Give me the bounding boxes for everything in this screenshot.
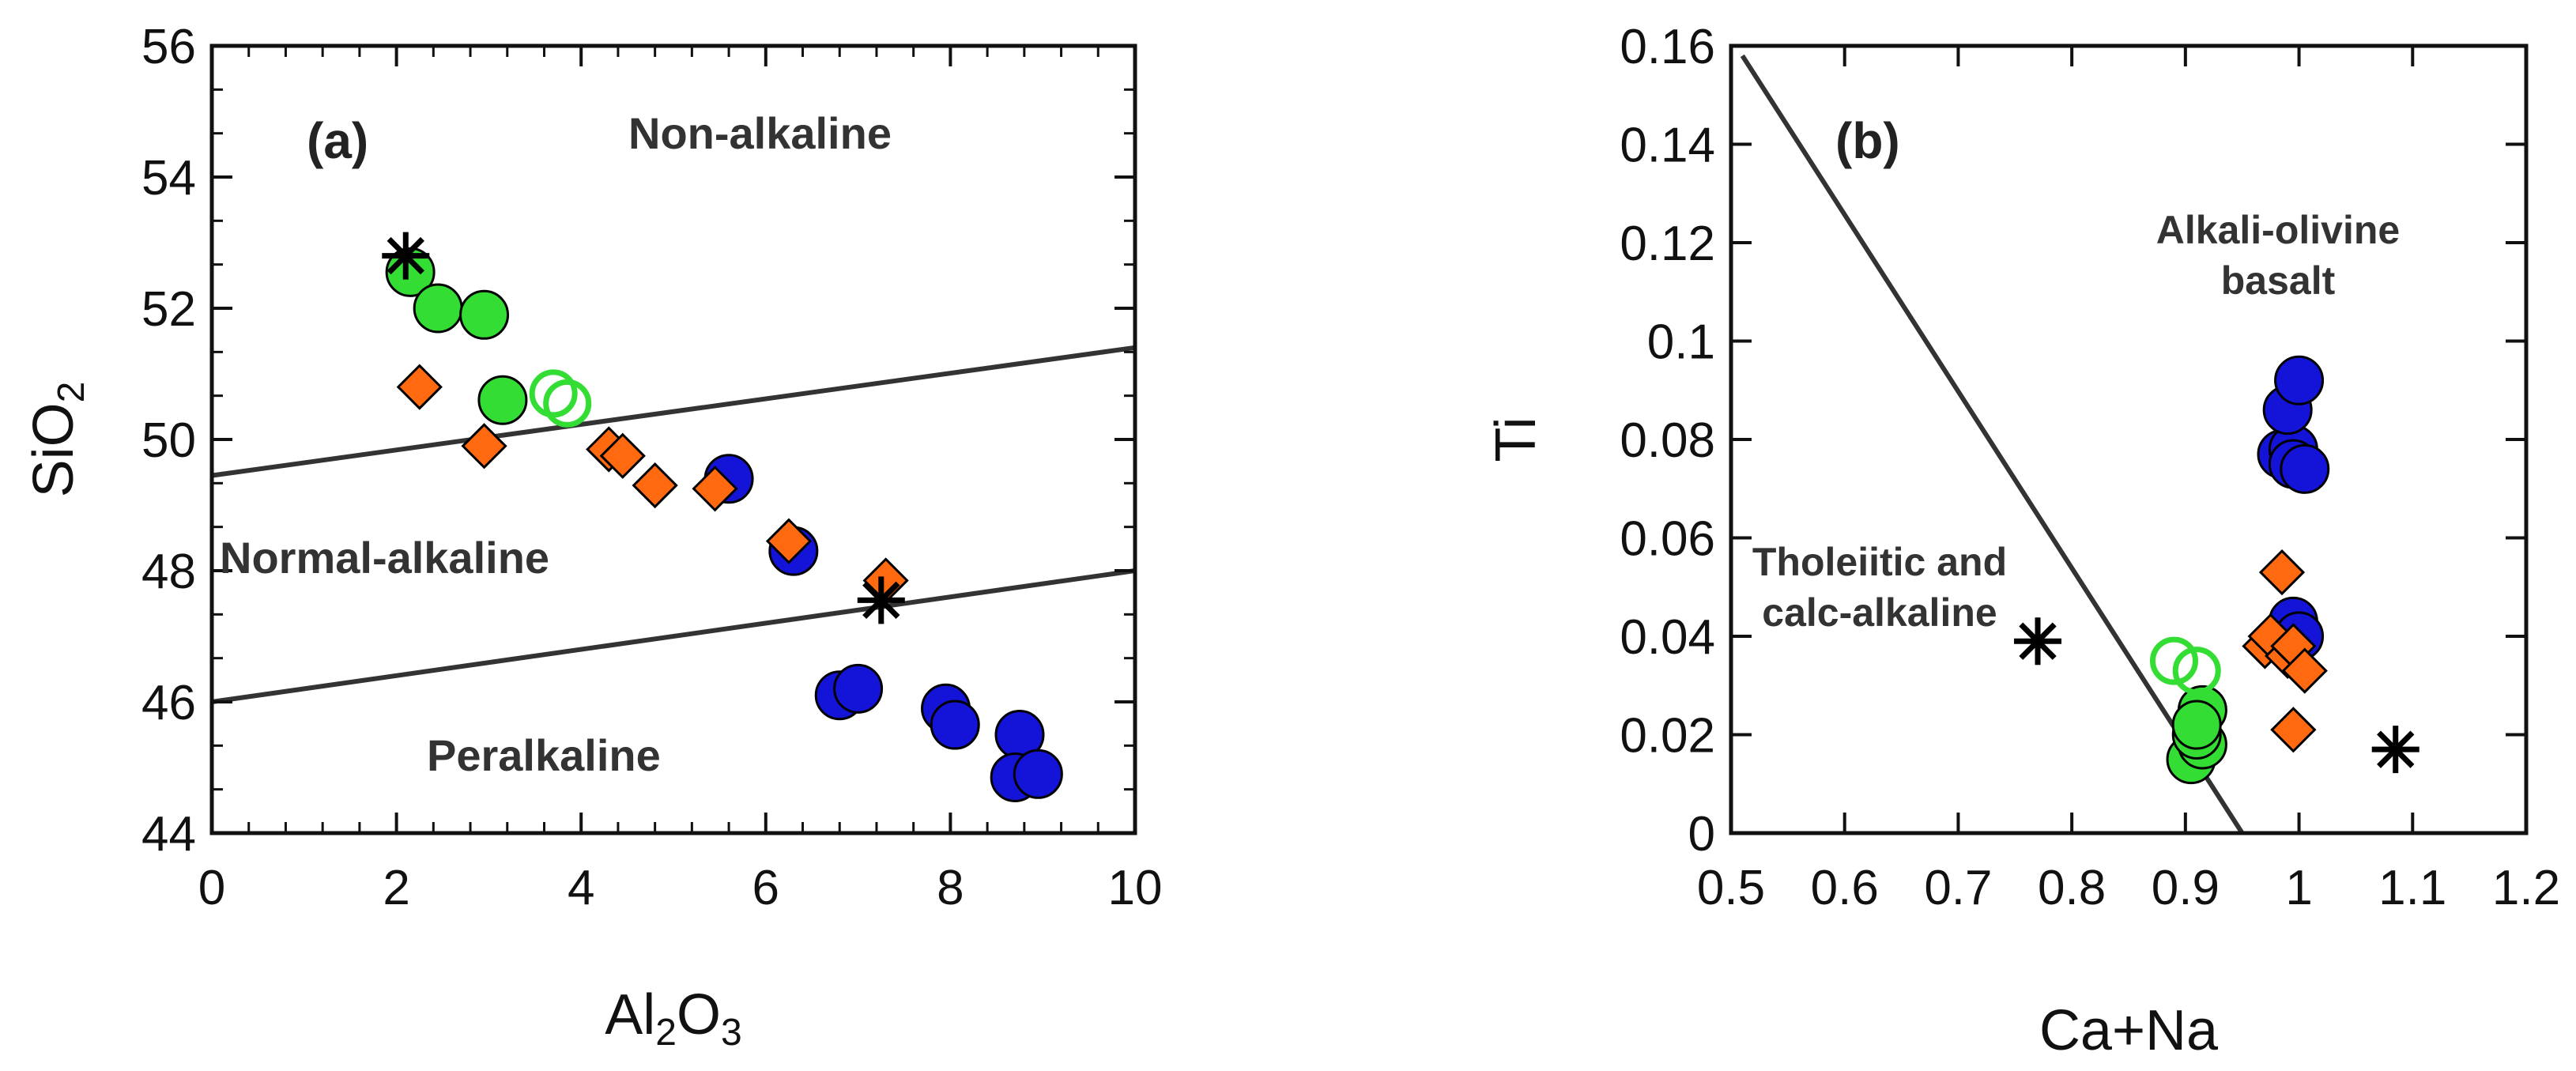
panel-b-point-star-stroke bbox=[2377, 730, 2415, 768]
region-label-normal-alkaline: Normal-alkaline bbox=[220, 533, 549, 583]
panel-b-x-tick-label: 0.5 bbox=[1697, 861, 1765, 915]
panel-a-point-blue bbox=[833, 663, 884, 714]
panel-b-point-orange bbox=[2258, 549, 2306, 596]
panel-b-point-green bbox=[2171, 700, 2222, 750]
panel-b-x-tick-label: 0.8 bbox=[2038, 861, 2106, 915]
panel-a-x-tick-label: 2 bbox=[383, 861, 409, 915]
panel-a-x-tick-label: 8 bbox=[937, 861, 964, 915]
panel-a-point-green-open bbox=[543, 379, 592, 428]
panel-b-y-tick-label: 0.02 bbox=[1620, 709, 1715, 764]
panel-b-point-green-open bbox=[2172, 647, 2221, 696]
panel-b-x-tick-label: 1.1 bbox=[2378, 861, 2446, 915]
panel-a-point-orange bbox=[765, 518, 813, 564]
panel-b-x-tick-label: 0.6 bbox=[1811, 861, 1879, 915]
panel-a-boundary-line bbox=[211, 568, 1136, 704]
panel-b-x-tick-label: 1.2 bbox=[2492, 861, 2560, 915]
panel-a-label: (a) bbox=[307, 112, 368, 169]
panel-a-x-tick-label: 10 bbox=[1108, 861, 1163, 915]
panel-a-y-axis-label: SiO2 bbox=[22, 382, 92, 498]
panel-a-x-tick-label: 0 bbox=[198, 861, 225, 915]
panel-a-boundary-line bbox=[211, 345, 1136, 478]
panel-b-y-tick-label: 0.12 bbox=[1620, 217, 1715, 271]
panel-b-boundary-line bbox=[1740, 54, 2245, 835]
panel-a-y-tick-label: 56 bbox=[141, 20, 196, 74]
panel-b-point-green-open bbox=[2149, 636, 2198, 685]
region-label-calc-alkaline: calc-alkaline bbox=[1762, 590, 1997, 635]
panel-a-point-green bbox=[477, 375, 528, 425]
panel-a-point-blue bbox=[1013, 749, 1063, 799]
panel-b-y-tick-label: 0.1 bbox=[1647, 315, 1715, 370]
panel-b-x-tick-label: 0.7 bbox=[1924, 861, 1992, 915]
panel-a-point-orange bbox=[599, 432, 646, 479]
panel-a-point-green-open bbox=[529, 369, 578, 418]
panel-a-point-star bbox=[857, 576, 905, 624]
region-label-non-alkaline: Non-alkaline bbox=[628, 108, 892, 158]
panel-a-point-green bbox=[413, 283, 463, 334]
panel-b-y-tick-label: 0.06 bbox=[1620, 512, 1715, 567]
panel-a-point-green bbox=[459, 289, 510, 340]
panel-b-point-orange bbox=[2270, 707, 2317, 753]
panel-a-point-star-stroke bbox=[387, 236, 424, 275]
panel-b-point-blue bbox=[2280, 443, 2330, 494]
panel-a-point-star-stroke bbox=[862, 581, 900, 620]
panel-b-point-orange bbox=[2281, 647, 2328, 694]
panel-b-point-star bbox=[2014, 617, 2062, 666]
panel-b-point-blue bbox=[2274, 355, 2325, 405]
panel-a-y-tick-label: 52 bbox=[141, 282, 196, 337]
panel-a-y-tick-label: 46 bbox=[141, 676, 196, 730]
panel-a-point-orange bbox=[632, 462, 678, 509]
panel-a-point-orange bbox=[461, 423, 507, 470]
panel-a-x-tick-label: 4 bbox=[568, 861, 594, 915]
panel-b-point-star-stroke bbox=[2019, 622, 2057, 660]
panel-b-y-tick-label: 0.08 bbox=[1620, 413, 1715, 468]
panel-a-y-tick-label: 50 bbox=[141, 413, 196, 468]
panel-a-y-tick-label: 44 bbox=[141, 807, 196, 862]
panel-b-x-tick-label: 1 bbox=[2285, 861, 2312, 915]
panel-b-x-tick-label: 0.9 bbox=[2152, 861, 2220, 915]
panel-a-point-orange bbox=[692, 466, 738, 512]
panel-a-x-axis-label: Al2O3 bbox=[605, 983, 741, 1054]
panel-b-chart: 0.5 0.6 0.7 0.8 0.9 1 1.1 1.2 0 0.02 0.04 0.06 0.08 0… bbox=[1484, 20, 2560, 1062]
region-label-alkali-olivine: Alkali-olivine bbox=[2156, 208, 2400, 252]
panel-b-y-tick-label: 0.14 bbox=[1620, 119, 1715, 173]
region-label-tholeiitic: Tholeiitic and bbox=[1752, 540, 2007, 584]
panel-b-x-axis-label: Ca+Na bbox=[2039, 999, 2219, 1062]
panel-b-label: (b) bbox=[1835, 112, 1900, 169]
region-label-peralkaline: Peralkaline bbox=[427, 730, 661, 780]
panel-a-point-blue bbox=[930, 700, 980, 750]
panel-b-y-axis-label: Ti bbox=[1484, 417, 1548, 462]
panel-b-y-tick-label: 0.04 bbox=[1620, 610, 1715, 665]
panel-a-point-star bbox=[382, 232, 430, 280]
panel-a-y-tick-label: 54 bbox=[141, 151, 196, 206]
panel-b-y-tick-label: 0 bbox=[1688, 807, 1715, 862]
panel-a-point-orange bbox=[396, 364, 443, 410]
region-label-basalt: basalt bbox=[2221, 258, 2336, 303]
panel-a-x-tick-label: 6 bbox=[752, 861, 779, 915]
panel-b-point-star bbox=[2371, 726, 2419, 774]
panel-b-y-tick-label: 0.16 bbox=[1620, 20, 1715, 74]
panel-a-y-tick-label: 48 bbox=[141, 545, 196, 599]
